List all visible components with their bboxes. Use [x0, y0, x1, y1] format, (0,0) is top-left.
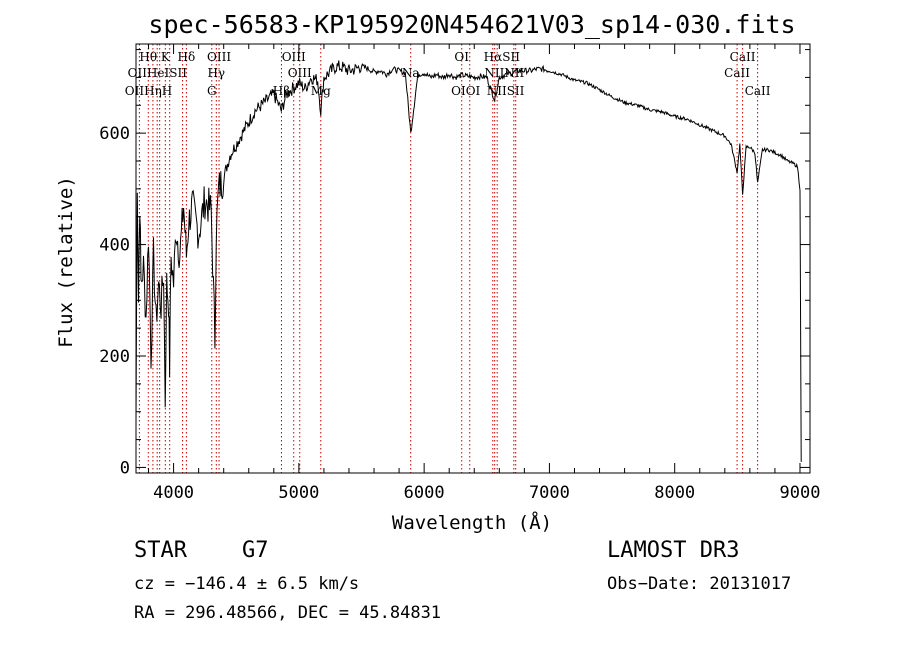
x-axis-label: Wavelength (Å)	[392, 511, 552, 534]
spectral-line-markers	[138, 44, 759, 473]
line-label-1-3: Na	[402, 66, 420, 80]
y-tick-label-3: 600	[99, 124, 130, 144]
survey-name: LAMOST DR3	[607, 538, 740, 563]
object-type: STAR	[134, 538, 187, 563]
spectrum-line	[135, 60, 802, 462]
x-tick-label-2: 6000	[404, 483, 445, 503]
plot-frame	[135, 43, 811, 474]
line-label-1-1: Hγ	[207, 66, 225, 80]
line-label-0-2: Hδ	[178, 50, 196, 64]
y-axis-ticks: 0 200 400 600	[99, 49, 810, 478]
line-label-2-4: OIOI	[451, 84, 480, 98]
line-label-1-0: OIIHeISII	[128, 66, 188, 80]
line-label-2-2: Hβ	[273, 84, 290, 98]
x-tick-label-4: 8000	[654, 483, 695, 503]
ra-dec-coordinates: RA = 296.48566, DEC = 45.84831	[134, 603, 442, 623]
x-tick-label-3: 7000	[529, 483, 570, 503]
line-label-1-4: NIINII	[484, 66, 524, 80]
line-label-2-3: Mg	[311, 84, 331, 98]
spectral-line-labels: Hθ K Hδ OIII OIII OI HαSII CaII OIIHeISII Hγ OIII N…	[125, 50, 771, 98]
y-axis-label: Flux (relative)	[55, 176, 77, 348]
plot-axes	[135, 43, 811, 474]
line-label-1-2: OIII	[288, 66, 312, 80]
x-tick-label-1: 5000	[278, 483, 319, 503]
x-tick-label-5: 9000	[780, 483, 821, 503]
chart-title: spec-56583-KP195920N454621V03_sp14-030.f…	[148, 10, 795, 39]
line-label-0-1: K	[161, 50, 171, 64]
redshift-velocity: cz = −146.4 ± 6.5 km/s	[134, 574, 360, 594]
line-label-0-4: OIII	[282, 50, 306, 64]
spectrum-series	[135, 60, 802, 462]
y-tick-label-1: 200	[99, 347, 130, 367]
observation-date: Obs−Date: 20131017	[607, 574, 792, 594]
x-axis-ticks: 4000 5000 6000 7000 8000 9000	[148, 44, 821, 503]
line-label-0-5: OI	[454, 50, 469, 64]
line-label-2-0: OIIHηH	[125, 84, 172, 98]
x-tick-label-0: 4000	[153, 483, 194, 503]
line-label-2-1: G	[207, 84, 217, 98]
line-label-2-6: CaII	[745, 84, 771, 98]
line-label-0-3: OIII	[207, 50, 231, 64]
line-label-0-7: CaII	[730, 50, 756, 64]
line-label-0-0: Hθ	[139, 50, 157, 64]
line-label-0-6: HαSII	[484, 50, 521, 64]
y-tick-label-0: 0	[120, 458, 130, 478]
object-subclass: G7	[242, 538, 269, 563]
line-label-1-5: CaII	[724, 66, 750, 80]
y-tick-label-2: 400	[99, 236, 130, 256]
